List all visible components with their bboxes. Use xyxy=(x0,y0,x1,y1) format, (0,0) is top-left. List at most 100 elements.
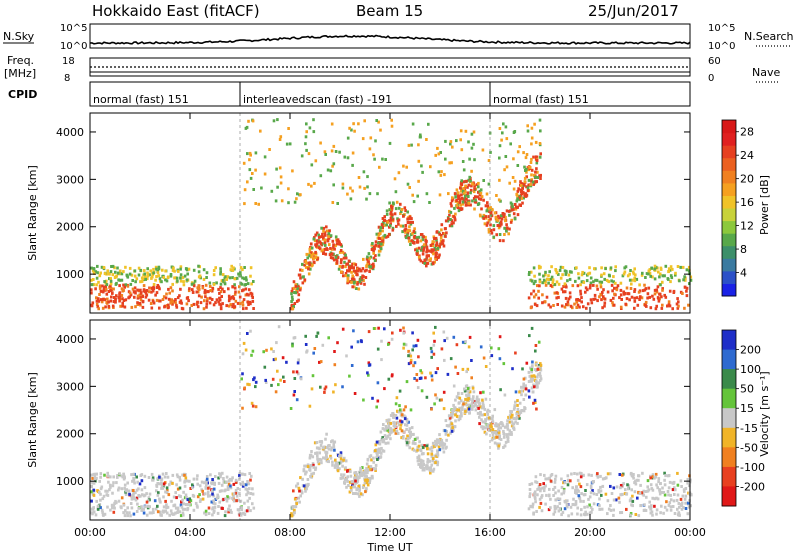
heatmap-cell xyxy=(130,497,134,501)
heatmap-cell xyxy=(168,513,171,517)
heatmap-cell xyxy=(538,505,541,509)
heatmap-cell xyxy=(542,278,546,282)
heatmap-cell xyxy=(252,506,256,510)
heatmap-cell xyxy=(323,390,326,394)
heatmap-cell xyxy=(399,212,402,215)
heatmap-cell xyxy=(430,355,433,359)
heatmap-cell xyxy=(119,304,122,308)
heatmap-cell xyxy=(308,247,312,251)
heatmap-cell xyxy=(590,473,593,477)
heatmap-cell xyxy=(490,425,493,429)
heatmap-cell xyxy=(432,352,436,356)
heatmap-cell xyxy=(438,244,441,248)
heatmap-cell xyxy=(305,130,308,134)
heatmap-cell xyxy=(183,484,187,488)
heatmap-cell xyxy=(597,488,600,492)
heatmap-cell xyxy=(520,196,523,200)
heatmap-cell xyxy=(104,489,107,493)
heatmap-cell xyxy=(384,158,387,161)
heatmap-cell xyxy=(148,505,151,509)
heatmap-cell xyxy=(364,276,368,279)
heatmap-cell xyxy=(531,505,534,509)
heatmap-cell xyxy=(532,374,536,378)
heatmap-cell xyxy=(482,198,485,202)
heatmap-cell xyxy=(247,119,250,123)
heatmap-cell xyxy=(477,398,481,402)
heatmap-cell xyxy=(638,492,642,495)
heatmap-cell xyxy=(106,489,109,493)
heatmap-cell xyxy=(633,279,637,283)
heatmap-cell xyxy=(505,165,509,169)
heatmap-cell xyxy=(345,485,348,489)
heatmap-cell xyxy=(629,512,633,515)
heatmap-cell xyxy=(434,325,437,329)
heatmap-cell xyxy=(571,284,575,288)
heatmap-cell xyxy=(165,279,169,283)
heatmap-cell xyxy=(155,483,158,487)
heatmap-cell xyxy=(520,182,523,186)
heatmap-cell xyxy=(382,223,386,227)
heatmap-cell xyxy=(639,504,642,508)
heatmap-cell xyxy=(321,232,324,236)
heatmap-cell xyxy=(292,305,295,308)
heatmap-cell xyxy=(680,507,684,511)
heatmap-cell xyxy=(402,346,405,350)
heatmap-cell xyxy=(250,282,253,286)
heatmap-cell xyxy=(351,151,355,155)
heatmap-cell xyxy=(541,293,544,297)
heatmap-cell xyxy=(637,514,641,518)
heatmap-cell xyxy=(283,380,286,383)
heatmap-cell xyxy=(539,377,543,381)
heatmap-cell xyxy=(593,293,597,297)
heatmap-cell xyxy=(238,285,241,289)
heatmap-cell xyxy=(151,478,154,482)
heatmap-cell xyxy=(366,371,369,375)
heatmap-cell xyxy=(560,287,564,291)
heatmap-cell xyxy=(457,209,461,213)
heatmap-cell xyxy=(589,491,593,495)
heatmap-cell xyxy=(292,336,296,340)
heatmap-cell xyxy=(97,297,100,301)
heatmap-cell xyxy=(99,487,103,491)
heatmap-cell xyxy=(338,455,341,458)
heatmap-cell xyxy=(538,272,541,276)
heatmap-cell xyxy=(442,407,446,411)
heatmap-cell xyxy=(634,273,637,277)
heatmap-cell xyxy=(419,376,423,380)
heatmap-cell xyxy=(95,299,99,303)
heatmap-cell xyxy=(200,480,204,484)
heatmap-cell xyxy=(145,289,149,292)
heatmap-cell xyxy=(563,290,567,294)
heatmap-cell xyxy=(374,240,378,244)
colorbar-swatch xyxy=(722,258,736,272)
heatmap-cell xyxy=(381,242,385,246)
heatmap-cell xyxy=(410,239,414,243)
heatmap-cell xyxy=(619,511,622,515)
heatmap-cell xyxy=(378,229,382,233)
heatmap-cell xyxy=(537,485,541,488)
heatmap-cell xyxy=(363,282,366,286)
heatmap-cell xyxy=(404,236,408,240)
heatmap-cell xyxy=(175,483,178,487)
heatmap-cell xyxy=(516,197,519,201)
heatmap-cell xyxy=(320,226,323,230)
heatmap-cell xyxy=(576,472,579,476)
heatmap-cell xyxy=(282,375,285,379)
heatmap-cell xyxy=(386,435,389,439)
heatmap-cell xyxy=(571,503,575,506)
heatmap-cell xyxy=(377,450,381,454)
heatmap-cell xyxy=(295,197,298,201)
power-heatmap-cells xyxy=(90,113,693,313)
heatmap-cell xyxy=(259,129,262,133)
heatmap-cell xyxy=(381,217,385,220)
heatmap-cell xyxy=(435,243,438,247)
heatmap-cell xyxy=(667,486,671,490)
heatmap-cell xyxy=(251,349,255,353)
heatmap-cell xyxy=(460,207,464,211)
heatmap-cell xyxy=(285,142,289,146)
heatmap-cell xyxy=(197,284,201,288)
heatmap-cell xyxy=(192,508,196,512)
heatmap-cell xyxy=(681,292,684,295)
heatmap-cell xyxy=(125,273,129,277)
heatmap-cell xyxy=(646,292,650,296)
